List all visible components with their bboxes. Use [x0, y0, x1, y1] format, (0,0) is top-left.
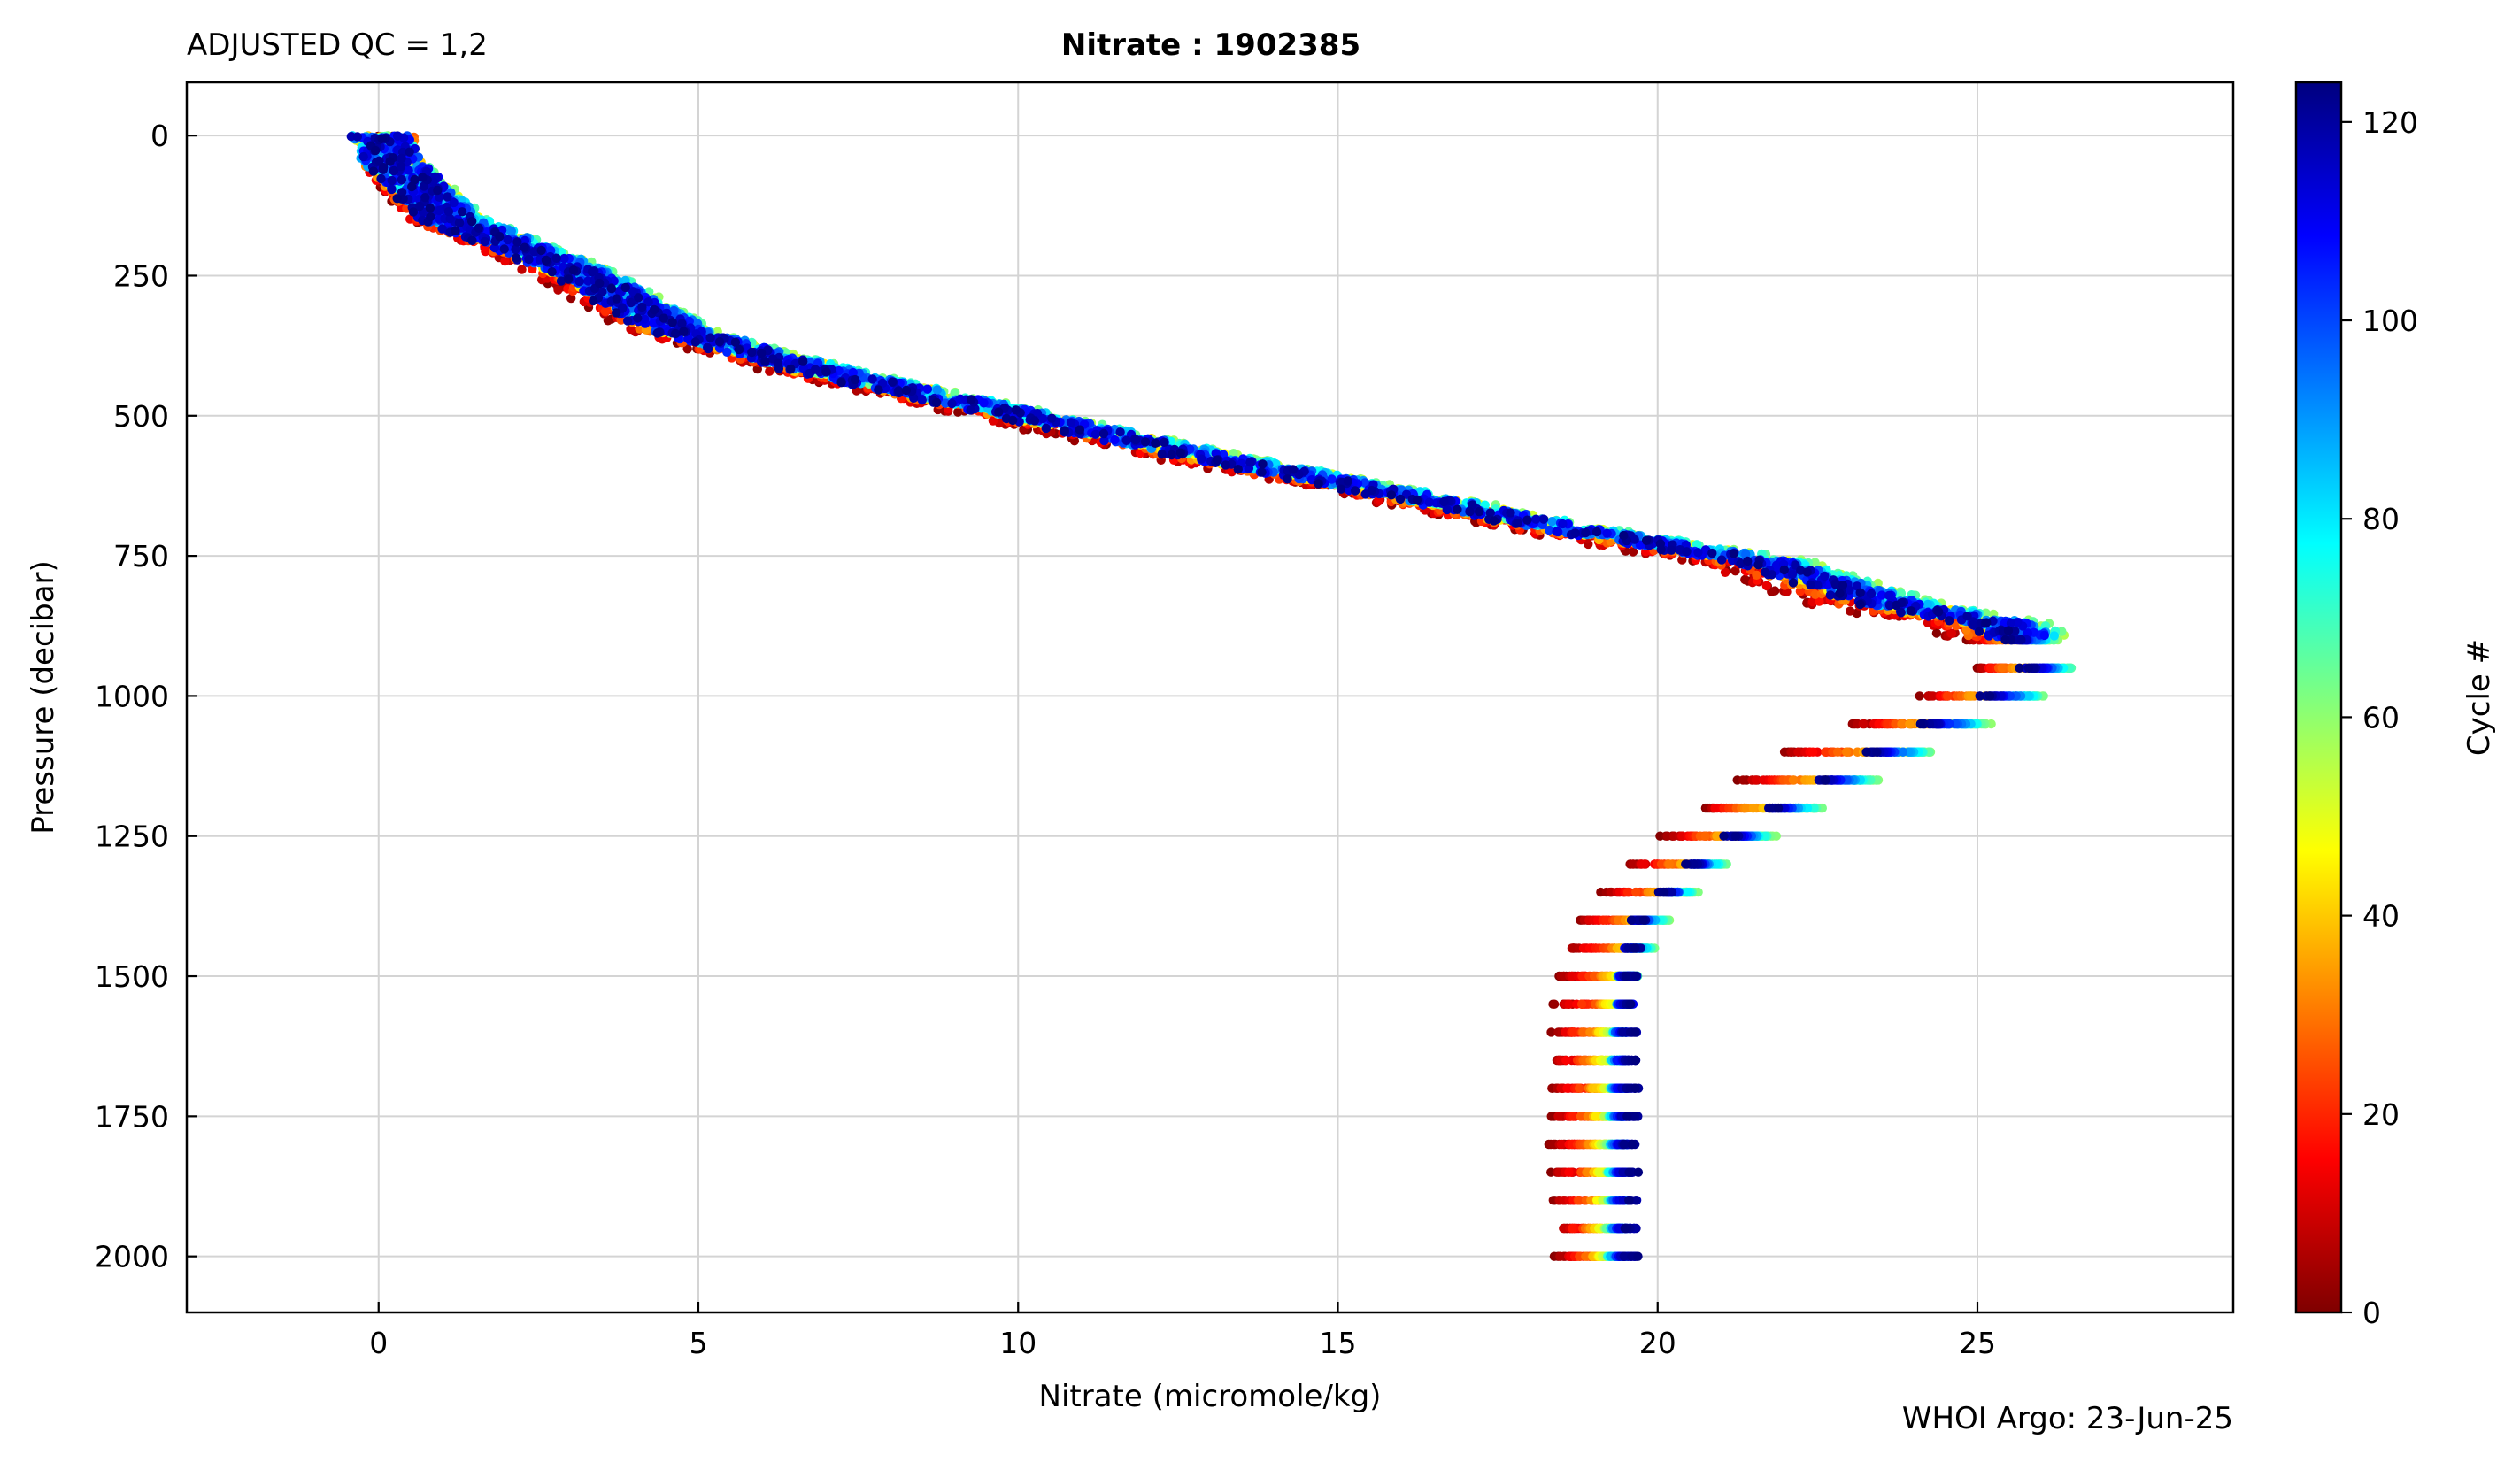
data-point [1561, 1056, 1570, 1065]
data-point [1568, 1224, 1576, 1233]
data-point [1555, 1252, 1564, 1261]
data-point [1623, 888, 1632, 896]
data-point [1631, 888, 1640, 896]
data-point [1846, 606, 1854, 615]
data-point [1943, 691, 1952, 700]
data-point [1859, 719, 1868, 728]
data-point [1575, 1084, 1584, 1093]
data-point [1915, 691, 1924, 700]
data-point [1762, 581, 1771, 590]
data-point [1808, 748, 1817, 757]
data-point [1752, 571, 1761, 580]
data-point [1966, 691, 1975, 700]
data-point [1749, 804, 1758, 812]
data-point [1564, 1168, 1573, 1177]
data-point [1577, 1000, 1586, 1009]
data-point [1998, 664, 2007, 673]
data-point [1701, 832, 1710, 841]
data-point [500, 257, 509, 265]
data-point [1833, 748, 1842, 757]
data-point [1639, 859, 1648, 868]
data-point [1905, 719, 1914, 728]
data-point [1553, 1112, 1562, 1120]
data-point [1665, 859, 1674, 868]
data-point [1842, 748, 1851, 757]
data-point [553, 286, 562, 295]
data-point [1591, 1112, 1600, 1120]
data-point [1947, 629, 1956, 638]
data-point [601, 307, 610, 316]
data-point [1789, 775, 1798, 784]
data-point [765, 367, 774, 376]
data-point [1738, 775, 1747, 784]
data-point [1550, 1000, 1559, 1009]
